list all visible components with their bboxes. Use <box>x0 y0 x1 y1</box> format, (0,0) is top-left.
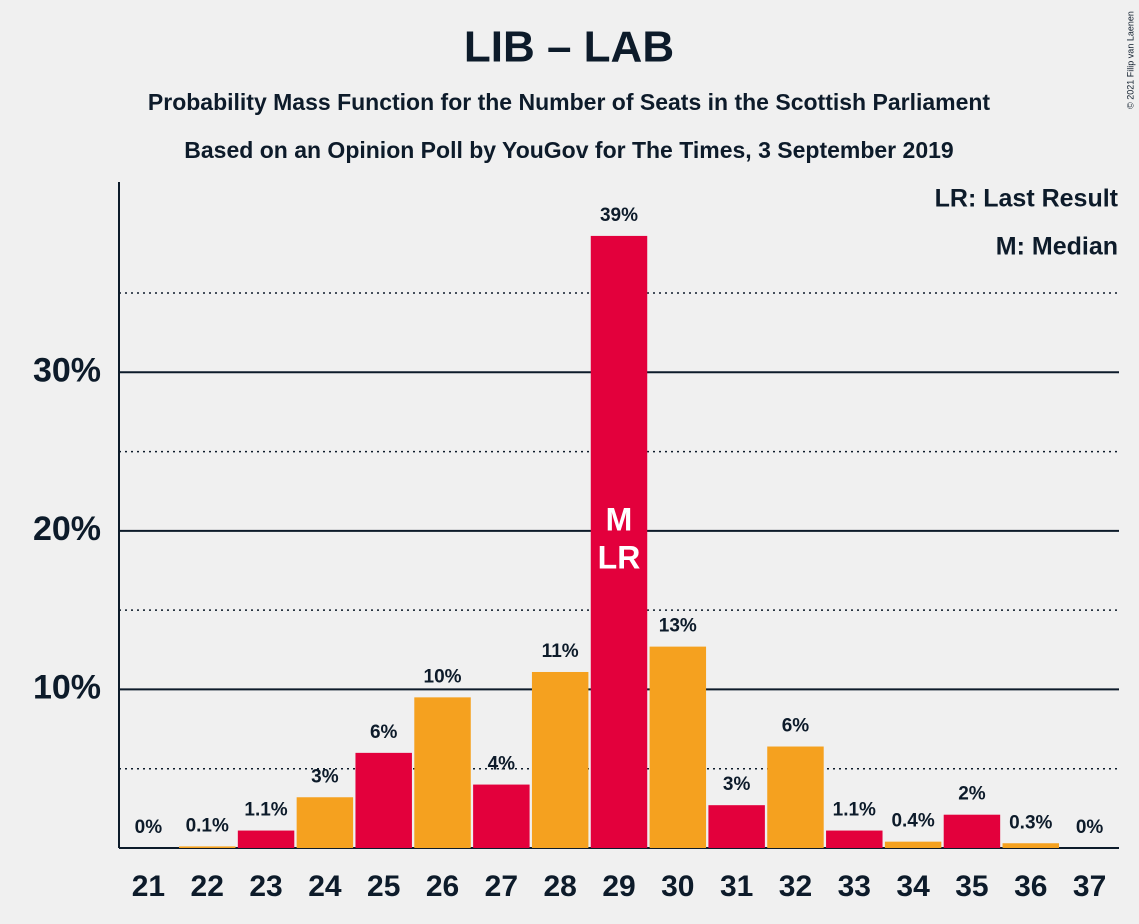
value-label: 3% <box>723 774 751 795</box>
bar <box>884 841 942 848</box>
value-label: 4% <box>488 754 516 775</box>
bar <box>826 830 883 848</box>
x-tick-label: 34 <box>896 870 930 903</box>
value-label: 6% <box>370 722 398 743</box>
value-label: 2% <box>958 784 986 805</box>
value-label: 10% <box>424 666 462 687</box>
x-tick-label: 37 <box>1073 870 1106 903</box>
y-tick-label: 20% <box>33 510 101 548</box>
value-label: 1.1% <box>833 800 876 821</box>
value-label: 1.1% <box>244 800 287 821</box>
x-tick-label: 22 <box>191 870 224 903</box>
bar <box>649 646 707 848</box>
bar <box>414 697 471 848</box>
x-tick-label: 26 <box>426 870 459 903</box>
legend-entry: M: Median <box>996 233 1118 261</box>
value-label: 0% <box>1076 817 1104 838</box>
x-tick-label: 24 <box>308 870 342 903</box>
bar <box>473 784 530 848</box>
x-tick-label: 35 <box>955 870 988 903</box>
bar <box>296 797 354 848</box>
x-tick-label: 32 <box>779 870 812 903</box>
x-tick-label: 27 <box>485 870 518 903</box>
x-tick-label: 23 <box>249 870 282 903</box>
bar <box>1002 843 1059 848</box>
bar <box>708 805 765 848</box>
value-label: 13% <box>659 616 697 637</box>
bar <box>943 814 1001 848</box>
x-tick-label: 29 <box>602 870 635 903</box>
value-label: 0% <box>135 817 163 838</box>
x-tick-label: 21 <box>132 870 165 903</box>
bar <box>355 752 412 848</box>
x-tick-label: 31 <box>720 870 753 903</box>
x-tick-label: 33 <box>838 870 871 903</box>
value-label: 0.4% <box>891 811 934 832</box>
x-tick-label: 36 <box>1014 870 1047 903</box>
median-marker: M <box>606 501 633 537</box>
y-tick-label: 30% <box>33 351 101 389</box>
value-label: 0.1% <box>186 815 229 836</box>
copyright: © 2021 Filip van Laenen <box>1125 11 1135 109</box>
value-label: 39% <box>600 205 638 226</box>
value-label: 11% <box>542 641 579 662</box>
value-label: 3% <box>311 766 339 787</box>
bar <box>237 830 295 848</box>
y-tick-label: 10% <box>33 668 101 706</box>
chart-subtitle: Probability Mass Function for the Number… <box>148 89 991 115</box>
x-tick-label: 28 <box>543 870 576 903</box>
value-label: 6% <box>782 716 810 737</box>
bar <box>590 235 648 848</box>
chart-subtitle: Based on an Opinion Poll by YouGov for T… <box>184 137 953 163</box>
last-result-marker: LR <box>598 539 641 575</box>
bar <box>531 671 589 848</box>
x-tick-label: 30 <box>661 870 694 903</box>
bar <box>767 746 824 848</box>
value-label: 0.3% <box>1009 812 1052 833</box>
x-tick-label: 25 <box>367 870 400 903</box>
bar <box>179 846 236 848</box>
chart-title: LIB – LAB <box>464 23 674 72</box>
legend-entry: LR: Last Result <box>935 185 1119 213</box>
